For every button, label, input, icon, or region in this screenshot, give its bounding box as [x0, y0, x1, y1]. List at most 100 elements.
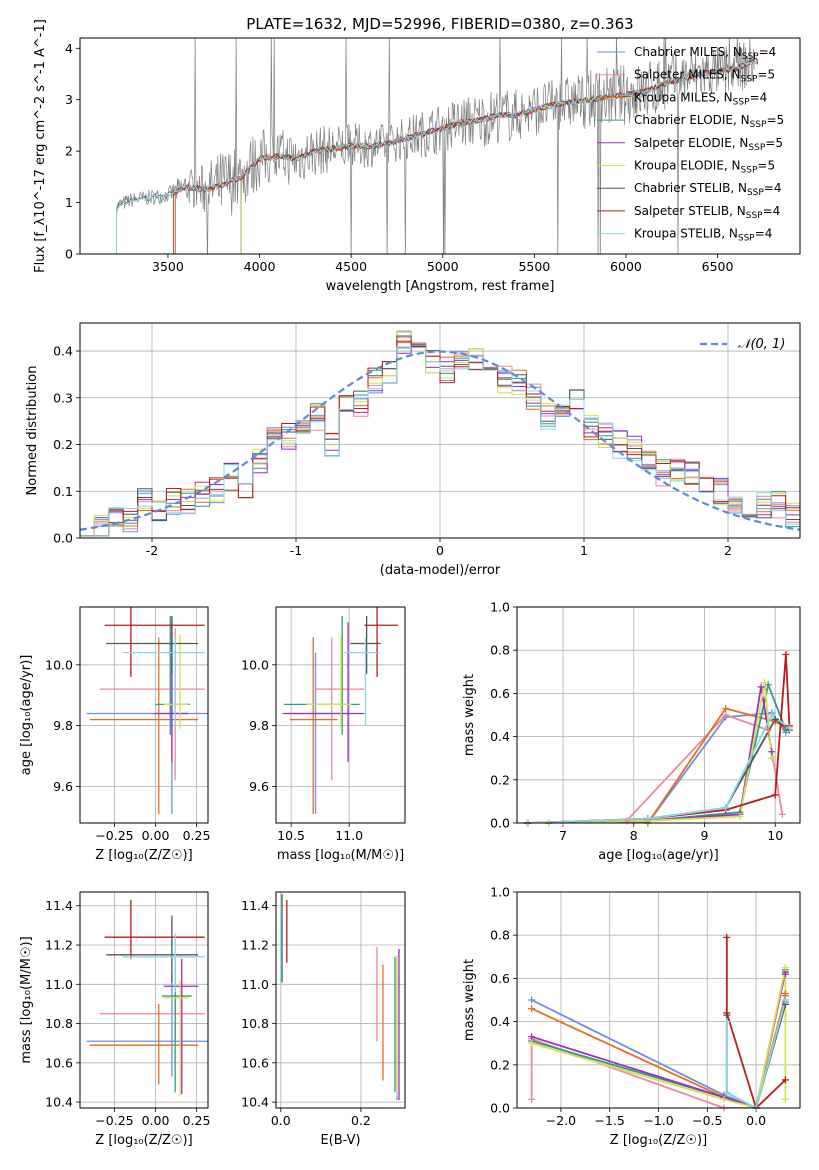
point-marker	[723, 933, 731, 941]
y-tick-label: 1.0	[490, 885, 510, 900]
point-marker	[757, 683, 765, 691]
series-line-kroupa-miles	[527, 707, 787, 823]
point-marker	[528, 1005, 536, 1013]
x-tick-label: 0.25	[183, 828, 211, 843]
y-tick-label: 1	[65, 195, 73, 210]
y-tick-label: 10.8	[241, 1016, 269, 1031]
point-marker	[722, 705, 730, 713]
x-tick-label: 0.25	[183, 1113, 211, 1128]
point-marker	[764, 726, 772, 734]
point-marker	[528, 1095, 536, 1103]
x-tick-label: 2	[724, 543, 732, 558]
x-tick-label: 5000	[427, 259, 459, 274]
panel-mass-vs-ebv: 0.0 0.2 10.4 10.6 10.8 11.0 11.2 11.4 E(B-V)	[241, 891, 406, 1148]
y-axis-label: age [log₁₀(age/yr)]	[19, 655, 34, 776]
panel-age-vs-Z: −0.25 0.00 0.25 9.6 9.8 10.0 Z [log₁₀(Z/Z☉)] ag…	[19, 606, 211, 863]
y-tick-label: 0.0	[490, 816, 510, 831]
plot-area-spectrum	[116, 38, 759, 254]
y-axis-label: Flux [f_λ10^-17 erg cm^-2 s^-1 A^-1]	[33, 19, 48, 273]
figure-title: PLATE=1632, MJD=52996, FIBERID=0380, z=0…	[246, 15, 633, 33]
x-tick-label: −0.25	[95, 828, 133, 843]
legend-entry: Chabrier ELODIE, NSSP=5	[634, 113, 784, 130]
x-axis-label: Z [log₁₀(Z/Z☉)]	[95, 1133, 192, 1148]
series-line-salpeter-elodie	[527, 686, 773, 823]
y-tick-label: 0.3	[53, 390, 73, 405]
y-tick-label: 9.6	[53, 779, 73, 794]
axes-frame	[516, 891, 801, 1109]
x-tick-label: −0.5	[692, 1113, 722, 1128]
point-marker	[528, 996, 536, 1004]
x-tick-label: 5500	[518, 259, 550, 274]
y-tick-label: 0.4	[490, 729, 510, 744]
y-tick-label: 10.4	[241, 1095, 269, 1110]
axes-frame	[79, 891, 209, 1109]
y-tick-label: 10.8	[45, 1016, 73, 1031]
y-tick-label: 10.6	[241, 1055, 269, 1070]
y-tick-label: 10.6	[45, 1055, 73, 1070]
y-tick-label: 9.6	[249, 779, 269, 794]
plot-area-age-vs-mass	[276, 607, 405, 823]
y-tick-label: 0.2	[490, 772, 510, 787]
axes-frame	[516, 606, 801, 824]
series-line-salpeter-stelib	[527, 654, 791, 823]
x-tick-label: −2.0	[546, 1113, 576, 1128]
x-axis-label: Z [log₁₀(Z/Z☉)]	[95, 848, 192, 863]
y-tick-label: 0.1	[53, 484, 73, 499]
x-tick-label: 9	[701, 828, 709, 843]
y-tick-label: 10.0	[45, 657, 73, 672]
histogram-kroupa-stelib	[80, 346, 800, 537]
y-tick-label: 0.0	[490, 1101, 510, 1116]
point-marker	[528, 1033, 536, 1041]
y-tick-label: 9.8	[53, 718, 73, 733]
point-marker	[528, 1039, 536, 1047]
series-line-kroupa-elodie	[527, 682, 773, 823]
y-tick-label: 0.6	[490, 971, 510, 986]
y-tick-label: 10.0	[241, 657, 269, 672]
plot-area-mass-weight-vs-Z	[517, 892, 800, 1108]
gaussian-curve	[80, 350, 800, 531]
point-marker	[778, 810, 786, 818]
point-marker	[722, 804, 730, 812]
legend-entry: Salpeter ELODIE, NSSP=5	[634, 136, 783, 153]
x-tick-label: 1	[580, 543, 588, 558]
legend-entry: Chabrier MILES, NSSP=4	[634, 45, 776, 62]
y-axis-label: mass weight	[462, 674, 477, 756]
point-marker	[768, 711, 776, 719]
series-line-kroupa-elodie	[531, 967, 787, 1108]
x-tick-label: -2	[146, 543, 158, 558]
x-tick-label: 0.0	[271, 1113, 291, 1128]
panel-residuals: -2 -1 0 1 2 0.0 0.1 0.2 0.3 0.4 (data-model)/error…	[25, 322, 801, 578]
legend-entry: Kroupa ELODIE, NSSP=5	[634, 159, 775, 176]
model-line-kroupa-stelib	[116, 60, 758, 254]
point-marker	[781, 1095, 789, 1103]
point-marker	[720, 1095, 728, 1103]
panel-spectrum: 3500 4000 4500 5000 5500 6000 6500 0 1 2 3 4 wavelen…	[33, 19, 801, 294]
y-tick-label: 0.8	[490, 928, 510, 943]
point-marker	[768, 748, 776, 756]
legend-entry: Chabrier STELIB, NSSP=4	[634, 181, 782, 198]
y-axis-label: mass [log₁₀(M/M☉)]	[19, 936, 34, 1063]
legend-entry: Kroupa MILES, NSSP=4	[634, 90, 767, 107]
point-marker	[782, 651, 790, 659]
panel-mass-weight-vs-age: 7 8 9 10 0.0 0.2 0.4 0.6 0.8 1.0 age [log₁₀(age/yr…	[462, 600, 801, 863]
x-tick-label: 4500	[335, 259, 367, 274]
plot-area-age-vs-Z	[80, 607, 208, 823]
x-axis-label: age [log₁₀(age/yr)]	[598, 848, 719, 863]
plot-area-mass-vs-ebv	[276, 892, 405, 1108]
y-tick-label: 0.2	[490, 1057, 510, 1072]
x-tick-label: −0.25	[95, 1113, 133, 1128]
x-axis-label: E(B-V)	[320, 1133, 360, 1148]
x-tick-label: −1.5	[595, 1113, 625, 1128]
plot-area-mass-vs-Z	[80, 892, 208, 1108]
x-tick-label: 6500	[702, 259, 734, 274]
y-tick-label: 11.2	[45, 938, 73, 953]
y-tick-label: 0.8	[490, 643, 510, 658]
series-line-kroupa-stelib	[725, 999, 787, 1108]
y-axis-label: Normed distribution	[25, 366, 40, 496]
y-tick-label: 11.2	[241, 938, 269, 953]
point-marker	[771, 715, 779, 723]
point-marker	[722, 711, 730, 719]
plot-area-residuals	[80, 323, 800, 538]
point-marker	[723, 1089, 731, 1097]
y-tick-label: 4	[65, 41, 73, 56]
